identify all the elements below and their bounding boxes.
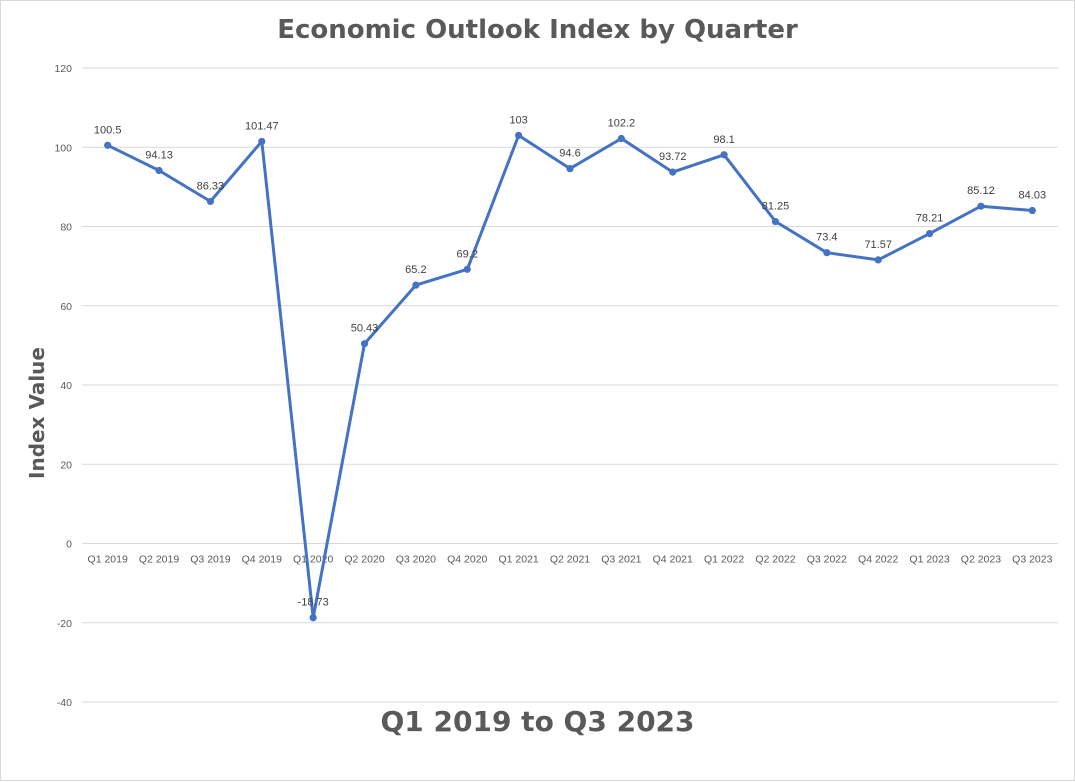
x-tick-label: Q1 2021 (498, 554, 538, 566)
data-point (155, 166, 163, 175)
y-tick-label: 60 (60, 301, 72, 313)
x-tick-label: Q3 2021 (601, 554, 641, 566)
y-tick-label: 40 (60, 380, 72, 392)
x-tick-label: Q4 2019 (242, 554, 282, 566)
data-label: 100.5 (94, 124, 122, 136)
data-label: 94.6 (559, 148, 580, 160)
x-tick-label: Q2 2020 (344, 554, 384, 566)
data-point (617, 134, 625, 143)
x-tick-label: Q2 2022 (755, 554, 795, 566)
data-point (720, 151, 728, 159)
x-tick-label: Q1 2022 (704, 554, 744, 566)
x-tick-label: Q2 2021 (550, 554, 590, 566)
data-label: 71.57 (864, 239, 892, 251)
data-label: 84.03 (1019, 190, 1047, 202)
chart-title: Economic Outlook Index by Quarter (277, 15, 798, 45)
data-point (309, 614, 317, 622)
data-label: 50.43 (351, 323, 379, 335)
data-label: 98.1 (713, 134, 734, 146)
data-label: 93.72 (659, 151, 687, 163)
data-point (258, 137, 266, 146)
x-tick-label: Q1 2023 (909, 554, 949, 566)
data-point (206, 197, 215, 206)
gridlines (82, 67, 1058, 703)
data-label: 94.13 (145, 150, 173, 162)
x-tick-label: Q2 2019 (139, 554, 179, 566)
data-label: 65.2 (405, 264, 426, 276)
y-axis-title: Index Value (25, 347, 49, 479)
x-axis-ticks: Q1 2019 Q2 2019 Q3 2019 Q4 2019 Q1 2020 Q2 20… (88, 554, 1053, 566)
data-label: 69.2 (457, 248, 478, 260)
x-axis-title: Q1 2019 to Q3 2023 (380, 705, 695, 738)
data-label: -18.73 (298, 597, 329, 609)
y-tick-label: 80 (60, 222, 72, 234)
x-tick-label: Q2 2023 (961, 554, 1001, 566)
data-label: 73.4 (816, 232, 837, 244)
y-tick-label: 0 (66, 539, 72, 551)
series-points (104, 131, 1036, 622)
data-point (925, 229, 934, 238)
y-tick-label: -20 (57, 618, 72, 630)
y-tick-label: 100 (54, 142, 72, 154)
data-point (823, 249, 831, 257)
x-tick-label: Q4 2020 (447, 554, 487, 566)
data-label: 101.47 (245, 120, 279, 132)
data-point (874, 256, 882, 264)
y-axis-ticks: -40 -20 0 20 40 60 80 100 120 (54, 63, 72, 709)
x-tick-label: Q3 2022 (807, 554, 847, 566)
x-tick-label: Q1 2020 (293, 554, 333, 566)
series-line (106, 133, 1034, 620)
data-label: 85.12 (967, 185, 995, 197)
x-tick-label: Q4 2022 (858, 554, 898, 566)
data-point (771, 217, 780, 226)
data-point (566, 165, 574, 173)
x-tick-label: Q1 2019 (88, 554, 128, 566)
data-point (104, 141, 112, 149)
data-point (515, 131, 523, 139)
data-point (463, 265, 471, 273)
data-point (977, 202, 985, 210)
data-point (669, 168, 677, 176)
x-tick-label: Q3 2020 (396, 554, 436, 566)
data-label: 102.2 (608, 118, 636, 130)
x-tick-label: Q3 2019 (190, 554, 230, 566)
data-label: 103 (509, 114, 527, 126)
y-tick-label: -40 (57, 697, 72, 709)
data-point (360, 340, 369, 348)
x-tick-label: Q3 2023 (1012, 554, 1052, 566)
data-label: 86.33 (197, 180, 225, 192)
data-point (1028, 206, 1036, 215)
y-tick-label: 120 (54, 63, 72, 75)
data-label: 81.25 (762, 201, 790, 213)
x-tick-label: Q4 2021 (653, 554, 693, 566)
data-point (412, 281, 420, 289)
data-labels: 100.5 94.13 86.33 101.47 -18.73 50.43 65.2 69.2… (94, 114, 1046, 608)
y-tick-label: 20 (60, 459, 72, 471)
series-line-path (106, 133, 1034, 620)
data-label: 78.21 (916, 213, 944, 225)
